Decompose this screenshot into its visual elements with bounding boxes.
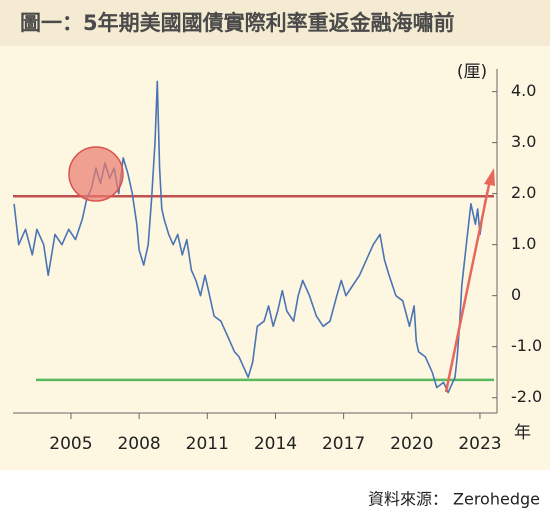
y-axis-label: (厘) bbox=[457, 62, 487, 82]
title-band bbox=[0, 0, 550, 46]
source: 資料來源： Zerohedge bbox=[368, 490, 540, 509]
y-tick-label: 2.0 bbox=[511, 183, 536, 202]
x-tick-label: 2011 bbox=[186, 434, 229, 454]
y-tick-label: -1.0 bbox=[511, 336, 542, 355]
plot: 4.0 3.0 2.0 1.0 0 -1.0 -2.0 2005 2008 2011 2014 201… bbox=[13, 69, 542, 454]
arrow-head bbox=[484, 168, 495, 186]
x-tick-label: 2020 bbox=[390, 434, 433, 454]
y-tick-label: 3.0 bbox=[511, 132, 536, 151]
chart-title: 圖一：5年期美國國債實際利率重返金融海嘯前 bbox=[20, 11, 455, 35]
y-tick-label: -2.0 bbox=[511, 387, 542, 406]
y-tick-label: 0 bbox=[511, 285, 521, 304]
y-tick-label: 4.0 bbox=[511, 81, 536, 100]
x-tick-label: 2005 bbox=[49, 434, 92, 454]
y-tick-label: 1.0 bbox=[511, 234, 536, 253]
x-axis-label: 年 bbox=[514, 423, 531, 443]
x-tick-label: 2017 bbox=[322, 434, 365, 454]
x-tick-label: 2014 bbox=[254, 434, 297, 454]
x-tick-label: 2008 bbox=[117, 434, 160, 454]
x-tick-label: 2023 bbox=[458, 434, 501, 454]
trend-arrow bbox=[444, 179, 492, 393]
chart-background bbox=[0, 0, 550, 470]
highlight-circle bbox=[68, 146, 124, 202]
